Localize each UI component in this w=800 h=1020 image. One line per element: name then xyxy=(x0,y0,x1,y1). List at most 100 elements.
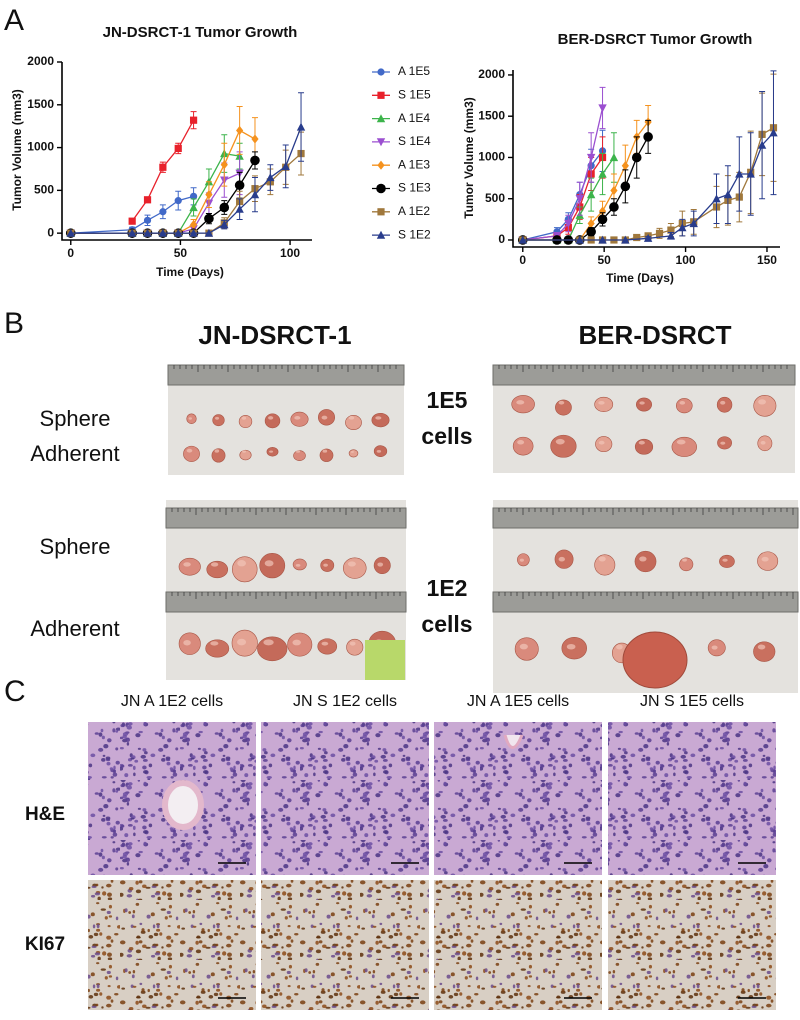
histology-image xyxy=(608,880,776,1010)
row-label: Adherent xyxy=(30,441,119,466)
y-tick-label: 0 xyxy=(47,225,54,239)
tumor xyxy=(594,396,614,413)
tumor-highlight xyxy=(323,563,328,567)
data-point xyxy=(586,153,596,162)
data-point xyxy=(189,228,198,237)
tumor-highlight xyxy=(558,556,565,562)
row-label: KI67 xyxy=(25,934,65,955)
histology-image xyxy=(434,722,602,875)
tumor-highlight xyxy=(720,400,726,405)
data-point xyxy=(251,134,259,144)
data-point xyxy=(219,202,230,213)
data-point xyxy=(598,235,607,244)
tumor-highlight xyxy=(292,639,301,646)
tumor-highlight xyxy=(566,644,576,650)
data-point xyxy=(643,233,653,242)
tumor xyxy=(317,638,338,655)
legend-marker xyxy=(376,230,386,239)
y-tick-label: 0 xyxy=(498,232,505,246)
panel-label: A xyxy=(4,4,24,37)
tumor-highlight xyxy=(188,417,192,420)
tumor-highlight xyxy=(519,643,528,650)
data-point xyxy=(666,231,676,240)
tumor-highlight xyxy=(210,641,219,646)
tumor xyxy=(595,436,613,453)
tumor-highlight xyxy=(263,639,274,646)
tumor-highlight xyxy=(375,416,382,420)
tumor xyxy=(264,413,281,429)
group-label: 1E2 xyxy=(427,575,468,601)
column-header: JN S 1E2 cells xyxy=(293,693,397,710)
y-tick-label: 2000 xyxy=(27,54,54,68)
sticky-note xyxy=(365,640,405,680)
group-label: cells xyxy=(421,611,472,637)
data-point xyxy=(597,214,608,225)
data-point xyxy=(518,235,527,244)
x-axis-label: Time (Days) xyxy=(606,271,674,285)
tumor xyxy=(232,556,258,583)
tumor-highlight xyxy=(214,449,220,453)
group-label: cells xyxy=(421,423,472,449)
tumor-highlight xyxy=(519,558,524,562)
tumor-highlight xyxy=(269,450,274,453)
tumor xyxy=(757,551,779,571)
y-tick-label: 1000 xyxy=(27,140,54,154)
tumor-highlight xyxy=(758,399,766,405)
data-point xyxy=(667,226,675,234)
legend-label: S 1E4 xyxy=(398,134,431,148)
data-point xyxy=(205,190,213,200)
tumor-highlight xyxy=(516,400,525,405)
tumor-highlight xyxy=(376,449,382,453)
data-point xyxy=(159,208,167,216)
series-line xyxy=(70,126,302,234)
tumor xyxy=(550,434,577,458)
column-header: JN A 1E2 cells xyxy=(121,693,223,710)
data-point xyxy=(174,144,182,153)
tumor-highlight xyxy=(321,415,328,420)
chart-title: BER-DSRCT Tumor Growth xyxy=(558,31,753,48)
data-point xyxy=(159,163,167,171)
legend-marker xyxy=(376,138,386,147)
group-label: 1E5 xyxy=(427,387,468,413)
y-tick-label: 1500 xyxy=(478,108,505,122)
tumor-highlight xyxy=(682,558,687,562)
tumor-highlight xyxy=(210,562,219,567)
data-point xyxy=(281,162,290,171)
tumor xyxy=(514,637,539,661)
photo xyxy=(492,364,796,473)
data-point xyxy=(610,185,618,196)
x-tick-label: 100 xyxy=(676,253,696,267)
tumor-highlight xyxy=(598,401,605,405)
tumor-highlight xyxy=(268,416,274,420)
row-label: H&E xyxy=(25,804,65,825)
y-tick-label: 2000 xyxy=(478,67,505,81)
x-tick-label: 150 xyxy=(757,253,777,267)
y-tick-label: 1500 xyxy=(27,97,54,111)
tumor-highlight xyxy=(639,556,647,562)
ruler xyxy=(167,364,405,386)
data-point xyxy=(621,235,630,244)
legend-label: A 1E3 xyxy=(398,157,430,171)
x-tick-label: 100 xyxy=(280,246,300,260)
tumor xyxy=(212,414,225,427)
legend-label: S 1E3 xyxy=(398,181,431,195)
legend-marker xyxy=(377,68,385,76)
tumor-highlight xyxy=(295,450,301,453)
panel-label: B xyxy=(4,307,24,340)
data-point xyxy=(220,220,229,229)
ruler xyxy=(492,364,796,386)
tumor-highlight xyxy=(558,400,565,405)
tumor-highlight xyxy=(264,560,274,567)
x-tick-label: 0 xyxy=(519,253,526,267)
tumor-highlight xyxy=(760,440,766,445)
data-point xyxy=(143,228,152,237)
tumor xyxy=(512,436,534,456)
series-line xyxy=(522,107,604,241)
tumor xyxy=(511,395,535,414)
tumor xyxy=(716,396,733,413)
tumor xyxy=(753,641,776,662)
tumor-highlight xyxy=(616,644,623,650)
data-point xyxy=(587,218,595,229)
data-point xyxy=(598,169,607,178)
